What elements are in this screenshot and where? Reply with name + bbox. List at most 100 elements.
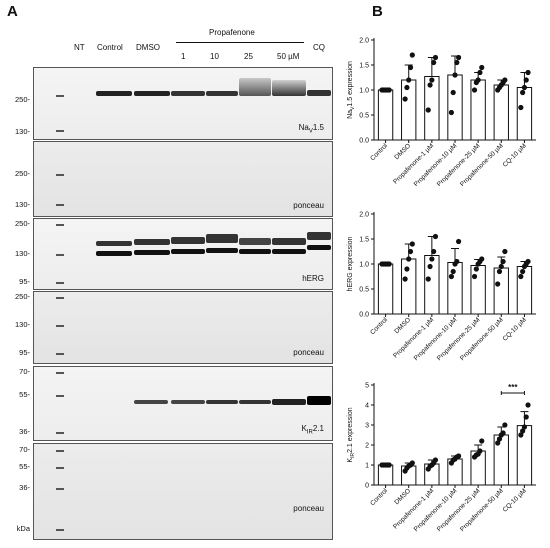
blot-label-kir21: KIR2.1 xyxy=(301,424,324,436)
x-tick-label: Propafenone-25 µM xyxy=(436,487,482,533)
bar xyxy=(493,267,509,315)
y-tick-label: 1.5 xyxy=(359,63,369,70)
band xyxy=(171,91,205,96)
data-point xyxy=(473,266,479,272)
band xyxy=(171,400,205,404)
x-tick-label: Control xyxy=(369,142,389,162)
band xyxy=(272,238,306,245)
blot-ponceau-1: ponceau xyxy=(33,141,333,217)
bar xyxy=(470,265,486,315)
lane-dmso: DMSO xyxy=(136,43,160,52)
band xyxy=(239,78,271,96)
data-point xyxy=(496,436,503,442)
data-point xyxy=(404,84,410,91)
y-tick-label: 1.5 xyxy=(359,237,369,244)
bar xyxy=(424,255,440,315)
data-point xyxy=(429,77,435,83)
band xyxy=(239,400,271,404)
data-point xyxy=(425,107,431,113)
data-point xyxy=(495,440,501,446)
x-tick-label: Control xyxy=(369,316,389,336)
x-tick-label: Propafenone-1 µM xyxy=(392,487,435,530)
data-point xyxy=(432,54,439,61)
ladder-mark xyxy=(56,529,64,531)
bar xyxy=(516,266,533,315)
y-tick-label: 0.5 xyxy=(359,287,369,294)
data-point xyxy=(475,77,481,83)
band xyxy=(272,249,306,254)
data-point xyxy=(523,414,529,420)
data-point xyxy=(471,273,478,280)
data-point xyxy=(407,248,414,255)
band xyxy=(171,237,205,244)
data-point xyxy=(409,460,415,466)
x-tick-label: CQ-10 µM xyxy=(502,316,528,342)
data-point xyxy=(521,424,528,430)
data-point xyxy=(450,89,456,96)
ladder-mark xyxy=(56,130,64,132)
data-point xyxy=(452,72,458,78)
data-point xyxy=(477,448,483,454)
mw-label: 70- xyxy=(19,367,30,376)
significance-label: *** xyxy=(508,383,518,392)
dose-10: 10 xyxy=(210,52,219,61)
data-point xyxy=(525,402,531,408)
bar xyxy=(377,464,394,486)
mw-label: 130- xyxy=(14,249,30,258)
ladder-mark xyxy=(56,450,64,452)
data-point xyxy=(479,64,485,71)
bar xyxy=(493,84,509,141)
y-tick-label: 0 xyxy=(365,483,369,490)
data-point xyxy=(402,96,408,102)
y-axis-label: KIR2.1 expression xyxy=(347,407,356,462)
data-point xyxy=(454,59,460,66)
lane-cq: CQ xyxy=(313,43,325,52)
blot-label-ponceau: ponceau xyxy=(293,504,324,513)
ladder-mark xyxy=(56,174,64,176)
data-point xyxy=(500,430,506,436)
data-point xyxy=(402,276,408,282)
ladder-mark xyxy=(56,395,64,397)
data-point xyxy=(456,453,462,459)
x-tick-label: Propafenone-1 µM xyxy=(392,142,435,185)
data-point xyxy=(500,258,506,265)
x-tick-label: Propafenone-10 µM xyxy=(413,316,459,362)
mw-label: 95- xyxy=(19,348,30,357)
data-point xyxy=(456,238,462,245)
band xyxy=(307,396,331,405)
lane-control: Control xyxy=(97,43,123,52)
data-point xyxy=(427,82,433,88)
data-point xyxy=(521,84,528,91)
ladder-mark xyxy=(56,254,64,256)
ladder-mark xyxy=(56,325,64,327)
y-tick-label: 1.0 xyxy=(359,88,369,95)
dose-50: 50 µM xyxy=(277,52,300,61)
y-tick-label: 5 xyxy=(365,383,369,390)
band xyxy=(206,400,238,404)
data-point xyxy=(502,77,508,83)
data-point xyxy=(432,457,439,463)
x-tick-label: Propafenone-10 µM xyxy=(413,142,459,186)
data-point xyxy=(409,241,415,247)
ladder-mark xyxy=(56,488,64,490)
data-point xyxy=(502,248,508,255)
y-tick-label: 3 xyxy=(365,423,369,430)
band xyxy=(134,91,170,96)
band xyxy=(96,91,132,96)
blot-nav15: NaV1.5 xyxy=(33,67,333,140)
mw-label: 250- xyxy=(14,292,30,301)
band xyxy=(239,249,271,254)
mw-label: 250- xyxy=(14,169,30,178)
mw-label: 130- xyxy=(14,200,30,209)
ladder-mark xyxy=(56,432,64,434)
data-point xyxy=(520,268,526,275)
y-tick-label: 1.0 xyxy=(359,262,369,269)
lane-nt: NT xyxy=(74,43,85,52)
blot-label-ponceau: ponceau xyxy=(293,348,324,357)
band xyxy=(96,241,132,246)
ladder-mark xyxy=(56,372,64,374)
ladder-mark xyxy=(56,95,64,97)
mw-label: 36- xyxy=(19,427,30,436)
ladder-mark xyxy=(56,204,64,206)
